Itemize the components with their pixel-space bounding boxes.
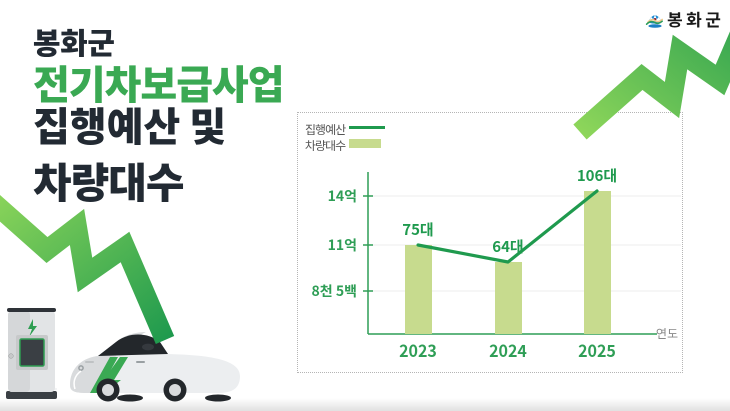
svg-text:11억: 11억 xyxy=(328,235,357,255)
svg-text:75대: 75대 xyxy=(402,219,434,240)
svg-text:64대: 64대 xyxy=(492,236,524,257)
svg-text:연도: 연도 xyxy=(656,325,678,342)
svg-text:2025: 2025 xyxy=(578,338,616,362)
svg-text:2023: 2023 xyxy=(399,338,437,362)
svg-text:8천 5백: 8천 5백 xyxy=(312,281,357,301)
svg-text:106대: 106대 xyxy=(577,165,617,186)
svg-text:14억: 14억 xyxy=(328,186,357,206)
svg-text:2024: 2024 xyxy=(489,338,527,362)
